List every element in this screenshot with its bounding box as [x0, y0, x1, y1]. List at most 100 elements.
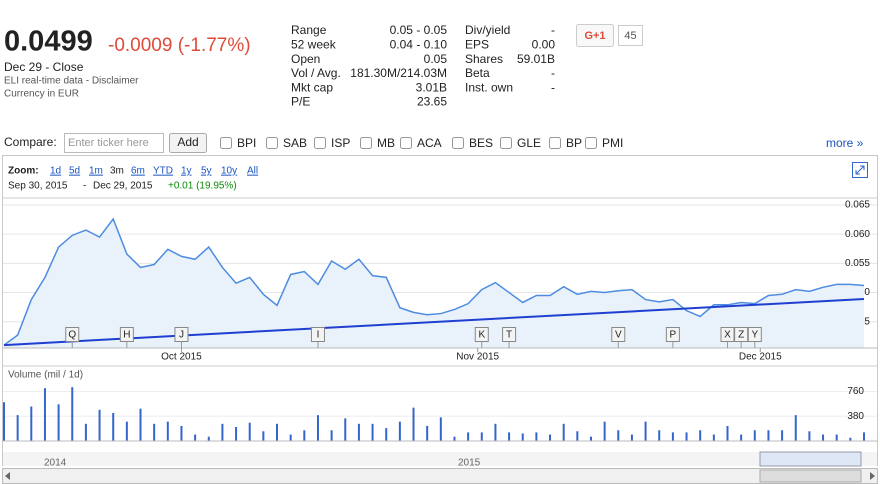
gplus-label[interactable]: G+1	[584, 30, 605, 42]
ticker-input[interactable]	[64, 133, 164, 153]
volume-bar	[166, 421, 169, 441]
ticker-checkbox[interactable]	[500, 137, 512, 149]
stat-value: 0.00	[532, 37, 556, 51]
ticker-placeholder[interactable]: Enter ticker here	[68, 137, 149, 149]
stat-value: -	[551, 66, 555, 80]
news-flag-label[interactable]: Z	[738, 330, 744, 341]
news-flag[interactable]	[747, 327, 762, 342]
stat-label: Shares	[465, 52, 503, 66]
volume-bar	[863, 432, 865, 441]
zoom-option[interactable]: 1m	[89, 166, 103, 177]
ticker-label[interactable]: ACA	[417, 136, 442, 150]
volume-bar	[822, 434, 825, 441]
y-tick-label: 760	[847, 386, 864, 397]
news-flag[interactable]	[310, 327, 325, 342]
volume-bar	[480, 432, 483, 441]
volume-bar	[194, 434, 197, 441]
gplus-button[interactable]	[576, 24, 614, 47]
zoom-option[interactable]: 5y	[201, 166, 212, 177]
ticker-label[interactable]: MB	[377, 136, 395, 150]
volume-bar	[412, 407, 415, 441]
stat-value: 23.65	[417, 95, 447, 109]
ticker-label[interactable]: PMI	[602, 136, 623, 150]
news-flag-label[interactable]: I	[317, 330, 320, 341]
navigator-year: 2015	[458, 458, 481, 469]
stat-label: Div/yield	[465, 23, 510, 37]
more-link[interactable]: more »	[826, 136, 864, 150]
volume-bar	[671, 432, 674, 441]
trendline	[3, 297, 865, 347]
zoom-option[interactable]: 1d	[50, 166, 61, 177]
navigator-window[interactable]	[759, 451, 862, 467]
ticker-label[interactable]: GLE	[517, 136, 541, 150]
news-flag-label[interactable]: P	[670, 330, 677, 341]
volume-bar	[644, 421, 647, 441]
data-source[interactable]: ELI real-time data - Disclaimer	[4, 76, 139, 87]
zoom-option[interactable]: 1y	[181, 166, 192, 177]
zoom-option[interactable]: All	[247, 166, 258, 177]
ticker-checkbox[interactable]	[266, 137, 278, 149]
news-flag-label[interactable]: Q	[68, 330, 76, 341]
volume-bar	[303, 430, 306, 441]
stat-label: Range	[291, 23, 327, 37]
navigator[interactable]	[3, 452, 877, 466]
news-flag-label[interactable]: Y	[751, 330, 758, 341]
volume-bar	[276, 423, 279, 441]
news-flag-label[interactable]: H	[123, 330, 130, 341]
volume-bar	[30, 406, 33, 441]
news-flag-label[interactable]: T	[506, 330, 512, 341]
volume-bar	[726, 425, 729, 441]
news-flag[interactable]	[119, 327, 134, 342]
zoom-option[interactable]: 3m	[110, 166, 124, 177]
news-flag[interactable]	[65, 327, 80, 342]
news-flag-label[interactable]: V	[615, 330, 622, 341]
expand-icon[interactable]	[855, 165, 865, 175]
volume-bar	[494, 423, 497, 441]
ticker-label[interactable]: BP	[566, 136, 582, 150]
zoom-option[interactable]: 5d	[69, 166, 80, 177]
scrollbar-thumb[interactable]	[759, 469, 862, 483]
volume-bar	[630, 434, 633, 441]
news-flag-label[interactable]: X	[724, 330, 731, 341]
volume-bar	[289, 434, 292, 441]
news-flag-label[interactable]: J	[179, 330, 184, 341]
ticker-label[interactable]: BES	[469, 136, 493, 150]
x-tick-label: Nov 2015	[456, 352, 499, 363]
volume-bar	[71, 387, 74, 441]
add-button-label[interactable]: Add	[177, 135, 198, 149]
add-button[interactable]	[169, 133, 207, 153]
ticker-checkbox[interactable]	[549, 137, 561, 149]
stat-value: -	[551, 23, 555, 37]
news-flag[interactable]	[665, 327, 680, 342]
news-flag[interactable]	[174, 327, 189, 342]
volume-bar	[357, 423, 360, 441]
ticker-checkbox[interactable]	[585, 137, 597, 149]
zoom-option[interactable]: 6m	[131, 166, 145, 177]
ticker-checkbox[interactable]	[452, 137, 464, 149]
price-line	[3, 217, 865, 346]
news-flag[interactable]	[474, 327, 489, 342]
volume-bar	[589, 436, 592, 441]
news-flag[interactable]	[611, 327, 626, 342]
ticker-checkbox[interactable]	[314, 137, 326, 149]
volume-bar	[562, 423, 565, 441]
ticker-checkbox[interactable]	[220, 137, 232, 149]
zoom-option[interactable]: 10y	[221, 166, 237, 177]
ticker-checkbox[interactable]	[360, 137, 372, 149]
ticker-label[interactable]: SAB	[283, 136, 307, 150]
gplus-count-box	[618, 25, 643, 46]
news-flag[interactable]	[502, 327, 517, 342]
news-flag-label[interactable]: K	[478, 330, 485, 341]
zoom-option[interactable]: YTD	[153, 166, 173, 177]
stat-value: 181.30M/214.03M	[350, 66, 447, 80]
ticker-label[interactable]: BPI	[237, 136, 256, 150]
stat-label: EPS	[465, 37, 489, 51]
ticker-checkbox[interactable]	[400, 137, 412, 149]
y-tick-label: 0.055	[845, 258, 870, 269]
scrollbar[interactable]	[2, 468, 878, 484]
news-flag[interactable]	[734, 327, 749, 342]
stat-value: -	[551, 80, 555, 94]
news-flag[interactable]	[720, 327, 735, 342]
ticker-label[interactable]: ISP	[331, 136, 350, 150]
volume-bar	[439, 417, 442, 441]
